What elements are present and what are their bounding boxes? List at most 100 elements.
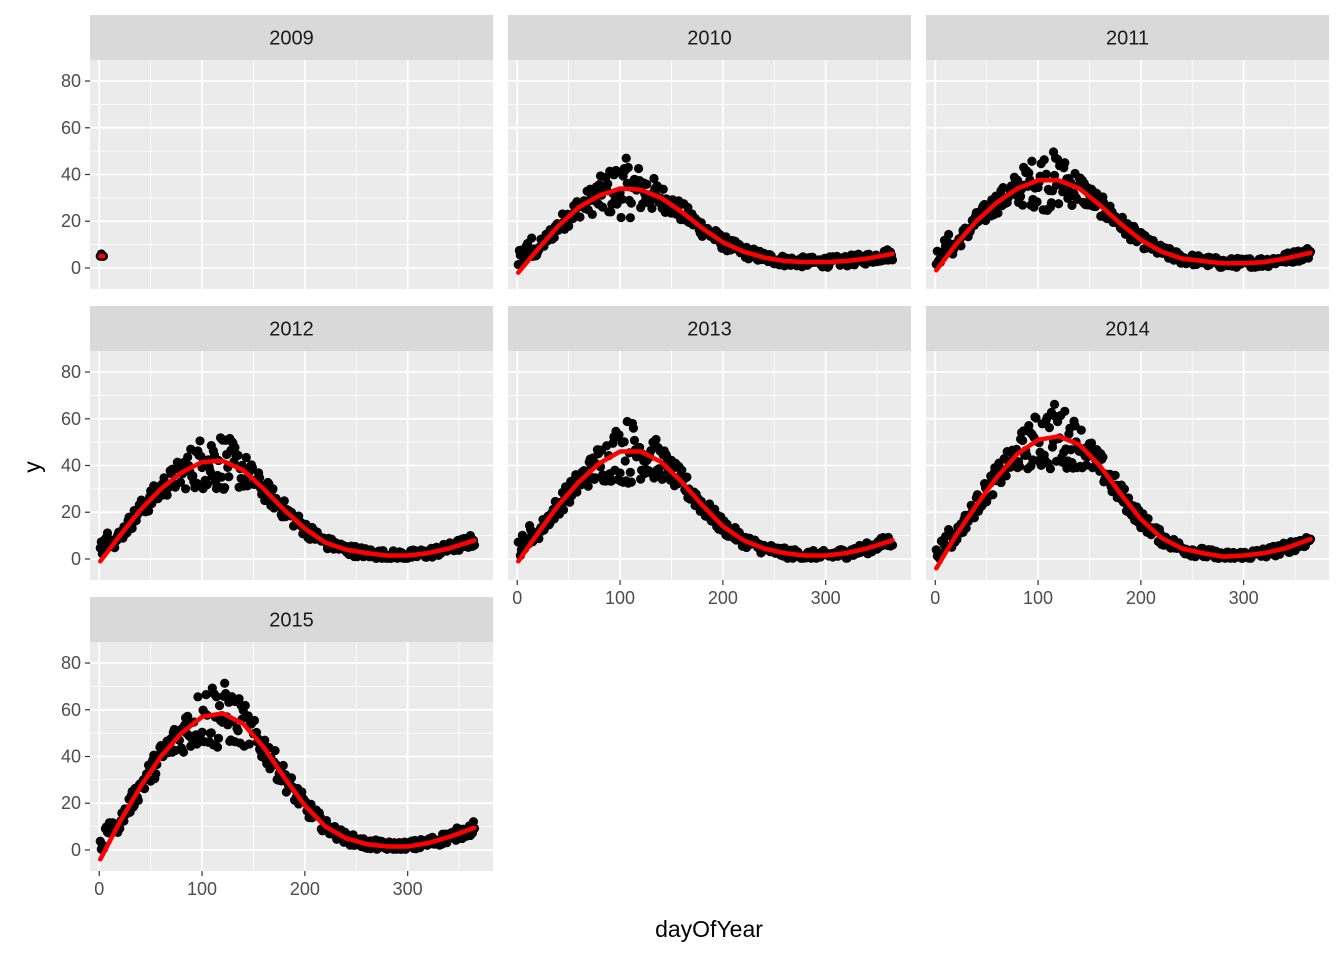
facet-strip: [926, 306, 1329, 351]
data-point: [196, 451, 206, 462]
data-point: [216, 472, 227, 482]
data-point: [201, 690, 211, 700]
x-tick-label: 200: [1126, 588, 1156, 608]
data-layer: [513, 153, 898, 275]
data-point: [278, 760, 288, 771]
data-point: [625, 467, 635, 477]
data-point: [197, 727, 207, 737]
data-point: [1031, 413, 1041, 423]
data-point: [270, 746, 280, 756]
data-point: [162, 490, 172, 500]
data-point: [1110, 470, 1120, 480]
data-point: [626, 477, 636, 487]
data-layer: [95, 678, 480, 862]
y-tick-label: 0: [71, 549, 81, 569]
data-point: [240, 700, 250, 711]
x-tick-label: 200: [290, 879, 320, 899]
facet-strip-label: 2009: [269, 28, 314, 50]
data-point: [620, 456, 630, 466]
data-point: [1119, 484, 1130, 494]
data-point: [1022, 450, 1032, 460]
data-point: [230, 442, 240, 453]
x-tick-label: 100: [1023, 588, 1053, 608]
data-point: [642, 179, 652, 189]
data-point: [178, 747, 189, 757]
data-point: [657, 474, 667, 485]
data-point: [649, 173, 659, 184]
data-point: [1001, 471, 1011, 481]
facet-strip: [508, 15, 911, 60]
data-layer: [95, 433, 480, 564]
data-point: [151, 769, 161, 779]
x-tick-label: 300: [811, 588, 841, 608]
x-tick-label: 100: [605, 588, 635, 608]
data-point: [558, 505, 569, 515]
data-layer: [931, 399, 1316, 571]
x-tick-label: 300: [393, 879, 423, 899]
facet-panel-2014: 2014 0 100 200 300: [926, 306, 1329, 608]
y-tick-label: 20: [61, 502, 81, 522]
data-point: [626, 198, 636, 208]
data-point: [623, 162, 633, 173]
data-point: [615, 468, 625, 478]
x-tick-label: 0: [930, 588, 940, 608]
data-point: [1086, 438, 1097, 448]
data-point: [1018, 200, 1028, 210]
facet-strip: [926, 15, 1329, 60]
data-point: [1014, 461, 1025, 472]
data-point: [1045, 464, 1055, 474]
facet-panel-2015: 2015 0 20 40 60 80 0 100 200 300: [61, 597, 493, 899]
data-point: [214, 700, 225, 711]
facet-strip: [508, 306, 911, 351]
data-point: [1044, 423, 1054, 433]
data-point: [1039, 155, 1049, 165]
data-point: [286, 773, 297, 783]
data-point: [575, 212, 585, 222]
data-point: [647, 203, 657, 213]
data-point: [1046, 198, 1057, 208]
y-tick-label: 80: [61, 362, 81, 382]
data-point: [628, 423, 639, 433]
facet-strip: [90, 597, 493, 642]
data-point: [102, 528, 113, 538]
data-point: [606, 207, 616, 217]
data-point: [633, 163, 644, 174]
facet-panel-2012: 2012 0 20 40 60 80: [61, 306, 493, 580]
data-point: [247, 462, 258, 473]
x-tick-label: 300: [1229, 588, 1259, 608]
data-point: [175, 477, 186, 487]
x-tick-label: 0: [94, 879, 104, 899]
y-tick-label: 40: [61, 165, 81, 185]
data-point: [193, 692, 203, 702]
y-tick-label: 80: [61, 71, 81, 91]
fit-line: [516, 449, 895, 564]
data-point: [279, 496, 289, 506]
data-point: [1076, 425, 1086, 435]
data-point: [206, 728, 216, 738]
facet-panel-2011: 2011: [926, 15, 1329, 289]
x-tick-label: 100: [187, 879, 217, 899]
facet-strip-label: 2015: [269, 610, 314, 632]
data-point: [1032, 197, 1042, 207]
y-tick-label: 40: [61, 747, 81, 767]
facet-panels: 2009 0 20 40 60 80 2010 2011 2012 0 20 40 60 80 2013 0 1…: [61, 15, 1329, 899]
x-tick-label: 200: [708, 588, 738, 608]
data-point: [1049, 399, 1060, 409]
data-point: [587, 209, 597, 220]
data-point: [887, 255, 898, 265]
data-layer: [95, 249, 108, 261]
data-point: [195, 436, 205, 446]
data-point: [1067, 200, 1077, 211]
data-point: [590, 473, 600, 483]
data-point: [213, 733, 224, 743]
data-point: [1054, 199, 1064, 209]
y-axis-title: y: [19, 461, 45, 473]
data-point: [1027, 156, 1037, 166]
data-point: [583, 481, 593, 491]
data-point: [1066, 445, 1076, 455]
data-point: [603, 179, 613, 189]
data-point: [1041, 169, 1051, 179]
x-axis-title: dayOfYear: [655, 916, 763, 942]
data-point: [1098, 452, 1108, 462]
